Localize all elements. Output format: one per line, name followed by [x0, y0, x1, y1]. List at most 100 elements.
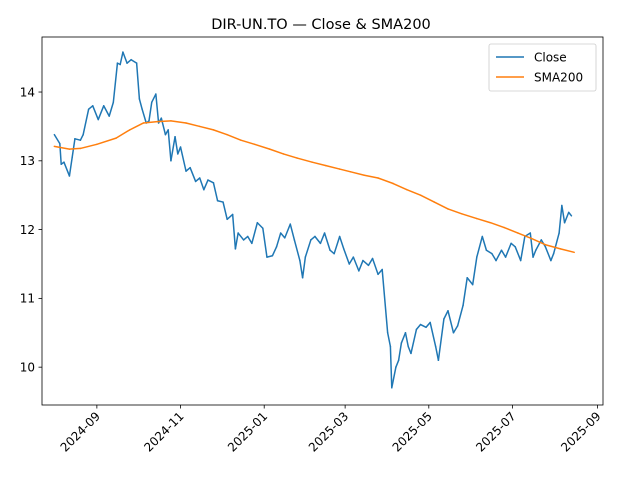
- close-segment: [203, 179, 209, 191]
- close-segment: [358, 259, 364, 272]
- series-layer: [53, 51, 575, 389]
- sma200-segment: [96, 137, 117, 146]
- close-segment: [289, 223, 296, 241]
- close-segment: [371, 257, 379, 276]
- close-segment: [304, 239, 312, 258]
- sma200-segment: [503, 226, 519, 234]
- close-segment: [495, 249, 503, 262]
- close-segment: [367, 257, 374, 267]
- sma200-segment: [156, 120, 172, 123]
- close-segment: [429, 321, 437, 348]
- sma200-segment: [212, 129, 228, 136]
- close-segment: [207, 179, 215, 184]
- close-segment: [126, 58, 132, 64]
- sma200-segment: [79, 143, 98, 150]
- close-segment: [338, 235, 345, 250]
- sma200-segment: [296, 157, 313, 163]
- close-segment: [558, 204, 563, 234]
- close-segment: [377, 268, 383, 276]
- sma200-segment: [198, 125, 215, 131]
- sma200-segment: [325, 164, 341, 170]
- sma200-segment: [268, 148, 285, 155]
- close-segment: [529, 232, 534, 258]
- y-tick-label: 11: [20, 292, 35, 306]
- close-segment: [53, 133, 61, 145]
- y-axis: 10 11 12 13 14: [20, 85, 42, 374]
- close-segment: [92, 105, 99, 121]
- close-segment: [550, 252, 555, 262]
- close-segment: [63, 161, 71, 177]
- close-segment: [561, 204, 566, 224]
- close-segment: [381, 268, 389, 334]
- close-segment: [510, 242, 516, 248]
- close-segment: [425, 321, 431, 329]
- sma200-segment: [226, 133, 242, 141]
- series-close: [53, 51, 573, 389]
- close-segment: [415, 323, 422, 331]
- sma200-segment: [240, 139, 256, 146]
- sma200-segment: [282, 153, 298, 159]
- y-tick-label: 12: [20, 223, 35, 237]
- close-segment: [234, 232, 239, 250]
- close-segment: [198, 177, 205, 191]
- sma200-segment: [170, 120, 187, 124]
- close-segment: [216, 199, 224, 203]
- legend: Close SMA200: [488, 43, 597, 92]
- close-segment: [329, 249, 335, 255]
- close-segment: [532, 249, 537, 258]
- close-segment: [400, 332, 407, 344]
- close-segment: [301, 256, 307, 279]
- legend-label-sma200: SMA200: [534, 71, 583, 85]
- close-segment: [251, 221, 259, 245]
- close-segment: [519, 235, 526, 262]
- sma200-segment: [377, 177, 394, 185]
- close-segment: [299, 259, 304, 279]
- close-segment: [310, 235, 316, 241]
- sma200-segment: [489, 221, 505, 229]
- close-segment: [544, 246, 552, 262]
- close-segment: [119, 51, 124, 66]
- close-segment: [212, 182, 219, 202]
- close-segment: [237, 232, 245, 241]
- close-segment: [410, 328, 418, 355]
- close-segment: [68, 156, 73, 177]
- close-segment: [504, 242, 512, 258]
- close-segment: [138, 98, 143, 110]
- sma200-segment: [406, 188, 422, 196]
- close-segment: [419, 323, 427, 329]
- close-segment: [437, 318, 445, 362]
- close-segment: [500, 249, 507, 258]
- series-sma200: [53, 120, 575, 254]
- close-segment: [167, 129, 172, 162]
- close-segment: [485, 249, 493, 255]
- close-segment: [333, 235, 341, 255]
- close-segment: [135, 62, 141, 100]
- close-segment: [466, 277, 474, 286]
- close-segment: [314, 235, 322, 245]
- sma200-segment: [544, 243, 562, 250]
- close-segment: [434, 345, 440, 362]
- close-segment: [148, 101, 153, 122]
- sma200-segment: [253, 143, 271, 150]
- legend-box: [488, 43, 597, 92]
- close-segment: [391, 366, 397, 389]
- close-segment: [155, 93, 160, 124]
- close-segment: [471, 256, 478, 286]
- sma200-segment: [129, 122, 145, 131]
- sma200-segment: [53, 145, 71, 150]
- sma200-segment: [447, 208, 463, 215]
- close-segment: [563, 211, 570, 224]
- close-segment: [275, 232, 282, 248]
- close-segment: [71, 138, 76, 159]
- close-segment: [481, 235, 488, 251]
- close-segment: [150, 93, 157, 104]
- close-segment: [97, 105, 105, 121]
- close-segment: [323, 232, 331, 251]
- sma200-segment: [363, 174, 379, 179]
- sma200-segment: [185, 122, 201, 128]
- y-tick-label: 10: [20, 360, 35, 374]
- close-segment: [170, 135, 176, 162]
- sma200-segment: [476, 217, 492, 224]
- close-segment: [397, 342, 403, 362]
